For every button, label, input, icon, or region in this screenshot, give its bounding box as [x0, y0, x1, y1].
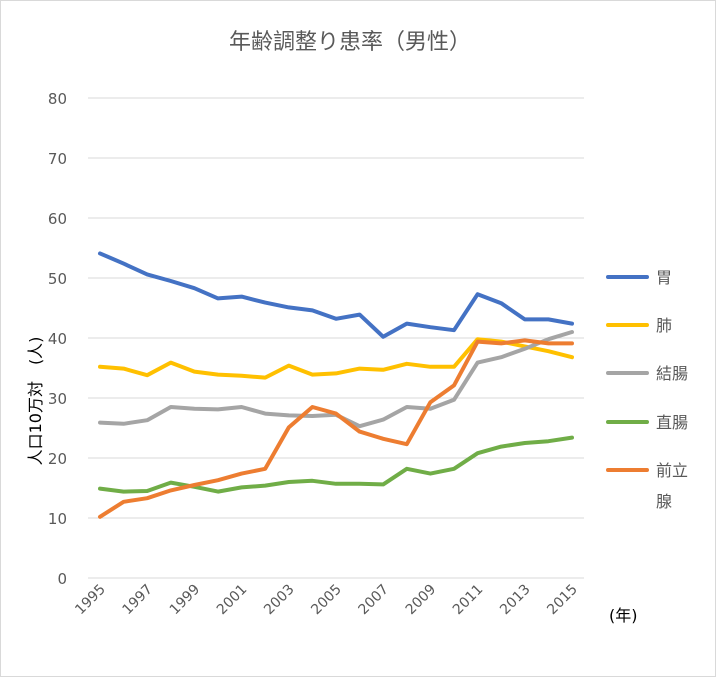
y-tick-label: 0: [57, 570, 67, 588]
y-tick-labels: 0 10 20 30 40 50 60 70 80: [48, 90, 67, 588]
y-tick-label: 40: [48, 330, 67, 348]
legend-label: 結腸: [656, 364, 688, 383]
legend-label: 胃: [656, 268, 672, 287]
series-line-1: [98, 251, 574, 339]
x-tick-label: 2013: [497, 582, 534, 619]
x-tick-label: 2005: [308, 582, 345, 619]
x-tick-label: 1995: [72, 582, 109, 619]
series-line-5: [98, 338, 574, 519]
chart-title: 年齢調整り患率（男性）: [229, 30, 471, 55]
x-tick-label: 2015: [544, 582, 581, 619]
x-tick-label: 2011: [450, 582, 487, 619]
series-line-4: [98, 435, 574, 494]
x-tick-label: 2001: [214, 582, 251, 619]
x-tick-label: 2003: [261, 582, 298, 619]
legend-label: 腺: [656, 492, 672, 511]
y-tick-label: 60: [48, 210, 67, 228]
x-tick-label: 2009: [403, 582, 440, 619]
y-tick-label: 20: [48, 450, 67, 468]
x-tick-label: 1997: [120, 582, 157, 619]
y-tick-label: 80: [48, 90, 67, 108]
x-tick-labels: 1995 1997 1999 2001 2003 2005 2007 2009 2011 2013…: [72, 582, 581, 619]
y-tick-label: 50: [48, 270, 67, 288]
legend-label: 前立: [656, 461, 688, 480]
legend-label: 直腸: [656, 413, 688, 432]
x-tick-label: 1999: [167, 582, 204, 619]
y-axis-label: 人口10万対 (人): [26, 337, 45, 466]
x-tick-label: 2007: [356, 582, 393, 619]
x-axis-label: (年): [609, 606, 638, 625]
y-tick-label: 30: [48, 390, 67, 408]
legend-label: 肺: [656, 316, 672, 335]
gridlines: [88, 97, 584, 579]
y-tick-label: 10: [48, 510, 67, 528]
y-tick-label: 70: [48, 150, 67, 168]
series-lines: [98, 251, 574, 519]
